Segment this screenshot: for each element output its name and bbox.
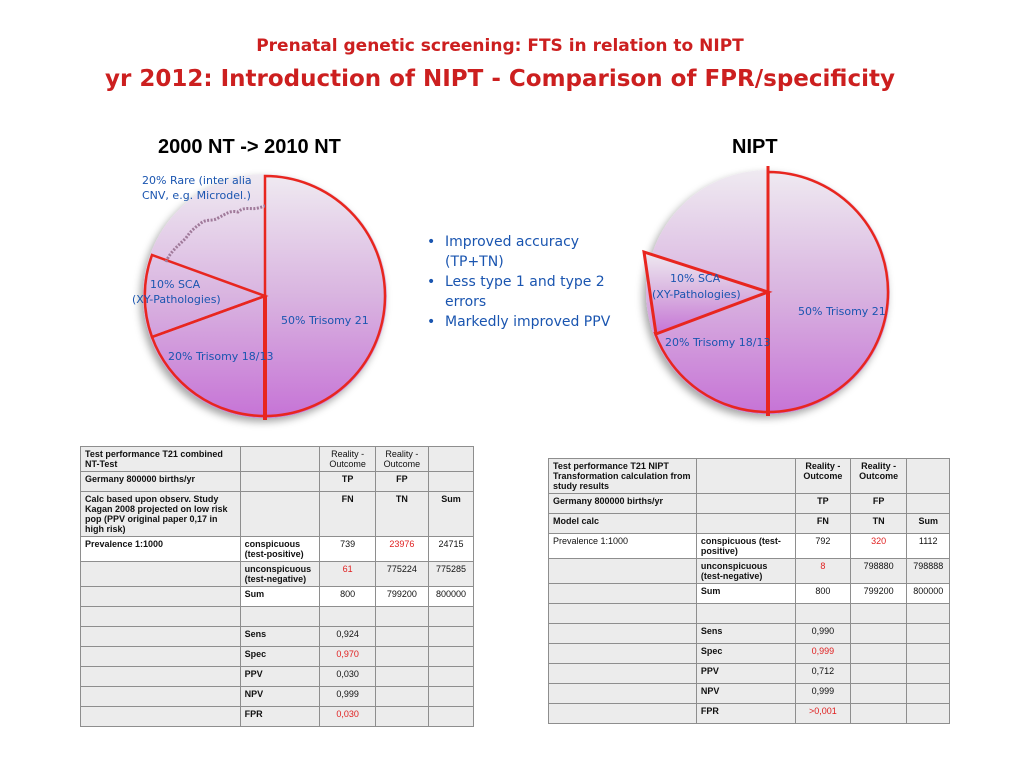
table1-tn: TN (374, 491, 429, 537)
table1-conspicuous: conspicuous (test-positive) (239, 536, 321, 562)
table2-model: Model calc (548, 513, 697, 534)
table1-fn: FN (319, 491, 376, 537)
bullet-item: Less type 1 and type 2 errors (423, 272, 633, 312)
table1-reality-1: Reality - Outcome (319, 446, 376, 472)
table2-spec-value: 0,999 (795, 643, 851, 664)
table2-cell: 320 (849, 533, 908, 559)
table2-prevalence: Prevalence 1:1000 (548, 533, 697, 559)
table2-cell: 798880 (849, 558, 908, 584)
table2-sum-label: Sum (695, 583, 797, 604)
table1-cell: 800 (319, 586, 376, 607)
pie2-label-t18: 20% Trisomy 18/13 (665, 336, 771, 349)
pie2-slice-sca (642, 249, 773, 337)
table1-spec-label: Spec (239, 646, 321, 667)
table1-cell: 739 (319, 536, 376, 562)
table2-fn: FN (795, 513, 851, 534)
pie1-label-t18: 20% Trisomy 18/13 (168, 350, 274, 363)
table2-fpr-value: >0,001 (795, 703, 851, 724)
table2-title: Test performance T21 NIPT Transformation… (548, 458, 697, 494)
table2-fpr-label: FPR (695, 703, 797, 724)
table1-cell: 23976 (374, 536, 429, 562)
pie1-label-sca-2: (XY-Pathologies) (132, 293, 221, 306)
table-nt-test: Test performance T21 combined NT-Test Re… (80, 446, 475, 727)
pie1-slice-t18 (150, 294, 267, 418)
table2-sum-header: Sum (906, 513, 950, 534)
table2-reality-2: Reality - Outcome (849, 458, 908, 494)
table1-reality-2: Reality - Outcome (374, 446, 429, 472)
table2-unconspicuous: unconspicuous (test-negative) (695, 558, 797, 584)
pie1-label-t21: 50% Trisomy 21 (281, 314, 369, 327)
table1-ppv-label: PPV (239, 666, 321, 687)
table1-prevalence: Prevalence 1:1000 (80, 536, 241, 562)
table2-births: Germany 800000 births/yr (548, 493, 697, 514)
pie2-title: NIPT (732, 136, 778, 158)
pie2-slice-t18 (653, 290, 770, 414)
table2-reality-1: Reality - Outcome (795, 458, 851, 494)
table1-cell: 775285 (427, 561, 475, 587)
table2-ppv-label: PPV (695, 663, 797, 684)
pie2-label-t21: 50% Trisomy 21 (798, 305, 886, 318)
table2-cell: 798888 (906, 558, 950, 584)
pie1-title: 2000 NT -> 2010 NT (158, 136, 341, 158)
table2-cell: 8 (795, 558, 851, 584)
table2-tn: TN (849, 513, 908, 534)
table2-npv-value: 0,999 (795, 683, 851, 704)
table1-cell: 799200 (374, 586, 429, 607)
pie1-rare-boundary (164, 204, 266, 263)
table2-cell: 792 (795, 533, 851, 559)
table2-cell: 800000 (906, 583, 950, 604)
table1-fp: FP (374, 471, 429, 492)
table1-sum-header: Sum (427, 491, 475, 537)
pie2-label-sca-2: (XY-Pathologies) (652, 288, 741, 301)
table2-sens-value: 0,990 (795, 623, 851, 644)
table2-npv-label: NPV (695, 683, 797, 704)
pie2-slice-t21 (766, 170, 890, 414)
table2-cell: 1112 (906, 533, 950, 559)
table2-fp: FP (849, 493, 908, 514)
table1-npv-value: 0,999 (319, 686, 376, 707)
pie1-label-rare-2: CNV, e.g. Microdel.) (142, 189, 251, 202)
table2-tp: TP (795, 493, 851, 514)
table2-sens-label: Sens (695, 623, 797, 644)
table1-cell: 61 (319, 561, 376, 587)
table1-tp: TP (319, 471, 376, 492)
table2-ppv-value: 0,712 (795, 663, 851, 684)
pie-charts: 20% Rare (inter alia CNV, e.g. Microdel.… (132, 166, 890, 420)
slide-subtitle: yr 2012: Introduction of NIPT - Comparis… (105, 66, 895, 92)
pie2: 10% SCA (XY-Pathologies) 50% Trisomy 21 … (642, 166, 890, 416)
bullet-item: Markedly improved PPV (423, 312, 633, 332)
table1-calc-note: Calc based upon observ. Study Kagan 2008… (80, 491, 241, 537)
table1-fpr-label: FPR (239, 706, 321, 727)
bullet-item: Improved accuracy (TP+TN) (423, 232, 633, 272)
pie1: 20% Rare (inter alia CNV, e.g. Microdel.… (132, 174, 387, 420)
table1-title: Test performance T21 combined NT-Test (80, 446, 241, 472)
table1-sens-value: 0,924 (319, 626, 376, 647)
table2-cell: 800 (795, 583, 851, 604)
table1-spec-value: 0,970 (319, 646, 376, 667)
table1-sens-label: Sens (239, 626, 321, 647)
table2-cell: 799200 (849, 583, 908, 604)
table1-ppv-value: 0,030 (319, 666, 376, 687)
pie1-label-rare-1: 20% Rare (inter alia (142, 174, 252, 187)
pie2-label-sca-1: 10% SCA (670, 272, 721, 285)
table1-cell: 800000 (427, 586, 475, 607)
table1-sum-label: Sum (239, 586, 321, 607)
table1-births: Germany 800000 births/yr (80, 471, 241, 492)
table1-unconspicuous: unconspicuous (test-negative) (239, 561, 321, 587)
table1-npv-label: NPV (239, 686, 321, 707)
pie1-label-sca-1: 10% SCA (150, 278, 201, 291)
key-findings-list: Improved accuracy (TP+TN) Less type 1 an… (423, 232, 633, 332)
table1-fpr-value: 0,030 (319, 706, 376, 727)
table2-conspicuous: conspicuous (test-positive) (695, 533, 797, 559)
table1-cell: 775224 (374, 561, 429, 587)
table2-spec-label: Spec (695, 643, 797, 664)
pie1-slice-sca (143, 253, 269, 339)
table1-cell: 24715 (427, 536, 475, 562)
slide-title: Prenatal genetic screening: FTS in relat… (256, 36, 744, 56)
pie1-slice-t21 (263, 174, 387, 418)
table-nipt: Test performance T21 NIPT Transformation… (548, 458, 950, 724)
